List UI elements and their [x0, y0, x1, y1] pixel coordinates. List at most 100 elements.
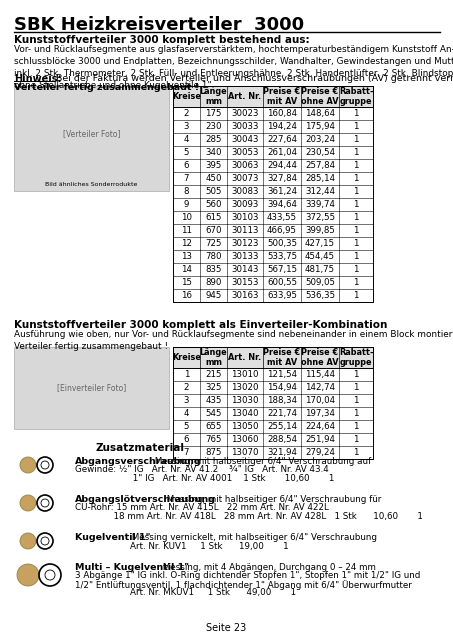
Text: 5: 5 — [184, 422, 189, 431]
Bar — [173, 86, 373, 107]
Text: Messing, mit halbseitiger 6/4" Verschraubung auf: Messing, mit halbseitiger 6/4" Verschrau… — [152, 457, 371, 466]
Text: 14: 14 — [181, 265, 192, 274]
Text: 427,15: 427,15 — [305, 239, 335, 248]
Text: 1: 1 — [353, 383, 359, 392]
Text: 2: 2 — [184, 383, 189, 392]
Bar — [173, 86, 373, 302]
Text: 12: 12 — [181, 239, 192, 248]
Text: Gewinde: ½" IG   Art. Nr. AV 41.2    ¾" IG   Art. Nr. AV 43.4: Gewinde: ½" IG Art. Nr. AV 41.2 ¾" IG Ar… — [75, 465, 329, 474]
Text: 339,74: 339,74 — [305, 200, 335, 209]
Text: 15: 15 — [181, 278, 192, 287]
Text: Vor- und Rücklaufsegmente aus glasfaserverstärktem, hochtemperaturbeständigem Ku: Vor- und Rücklaufsegmente aus glasfaserv… — [14, 45, 453, 90]
Text: Kugelventil 1": Kugelventil 1" — [75, 533, 150, 542]
Text: 30143: 30143 — [231, 265, 259, 274]
Text: Länge
mm: Länge mm — [200, 348, 227, 367]
Text: 1/2" Entlüftungsventil, 1 flachdichtender 1" Abgang mit 6/4" Überwurfmutter: 1/2" Entlüftungsventil, 1 flachdichtende… — [75, 580, 412, 590]
Text: 560: 560 — [205, 200, 222, 209]
Text: 1: 1 — [353, 212, 359, 222]
Text: 600,55: 600,55 — [267, 278, 297, 287]
Text: Art. Nr.: Art. Nr. — [228, 92, 261, 101]
Text: 1: 1 — [353, 109, 359, 118]
Text: CU-Rohr: 15 mm Art. Nr. AV 415L   22 mm Art. Nr. AV 422L: CU-Rohr: 15 mm Art. Nr. AV 415L 22 mm Ar… — [75, 504, 329, 513]
Text: 1: 1 — [353, 435, 359, 444]
Text: 1: 1 — [353, 174, 359, 183]
Text: 399,85: 399,85 — [305, 226, 335, 235]
Text: Länge
mm: Länge mm — [200, 86, 227, 106]
Text: 230: 230 — [205, 122, 222, 131]
Text: 1: 1 — [353, 396, 359, 405]
Text: Rabatt-
gruppe: Rabatt- gruppe — [339, 348, 373, 367]
Text: 1: 1 — [353, 278, 359, 287]
Text: 835: 835 — [205, 265, 222, 274]
Text: 224,64: 224,64 — [305, 422, 335, 431]
Text: 312,44: 312,44 — [305, 187, 335, 196]
Text: 454,45: 454,45 — [305, 252, 335, 260]
Text: Abgangslötverschraubung: Abgangslötverschraubung — [75, 495, 216, 504]
Text: 1: 1 — [353, 161, 359, 170]
Text: 261,04: 261,04 — [267, 148, 297, 157]
Text: 13030: 13030 — [231, 396, 259, 405]
Text: 175,94: 175,94 — [305, 122, 335, 131]
Text: 1: 1 — [353, 291, 359, 300]
Text: SBK Heizkreisverteiler  3000: SBK Heizkreisverteiler 3000 — [14, 16, 304, 34]
Text: Kreise: Kreise — [172, 353, 201, 362]
Text: 215: 215 — [205, 370, 222, 379]
Text: 30083: 30083 — [231, 187, 259, 196]
Text: 325: 325 — [205, 383, 222, 392]
Text: 30103: 30103 — [231, 212, 259, 222]
Text: 170,04: 170,04 — [305, 396, 335, 405]
Text: 13010: 13010 — [231, 370, 259, 379]
Text: 4: 4 — [184, 409, 189, 418]
Text: 30093: 30093 — [231, 200, 259, 209]
Text: 8: 8 — [184, 187, 189, 196]
Text: Messing, mit 4 Abgängen, Durchgang 0 – 24 mm: Messing, mit 4 Abgängen, Durchgang 0 – 2… — [160, 563, 376, 572]
Bar — [14, 86, 169, 191]
Text: 288,54: 288,54 — [267, 435, 297, 444]
Text: Multi – Kugelventil 1": Multi – Kugelventil 1" — [75, 563, 189, 572]
Text: 257,84: 257,84 — [305, 161, 335, 170]
Circle shape — [20, 495, 36, 511]
Text: 230,54: 230,54 — [305, 148, 335, 157]
Text: 1: 1 — [353, 187, 359, 196]
Text: 16: 16 — [181, 291, 192, 300]
Circle shape — [20, 533, 36, 549]
Text: 509,05: 509,05 — [305, 278, 335, 287]
Bar — [14, 347, 169, 429]
Text: 1: 1 — [353, 122, 359, 131]
Text: 3: 3 — [184, 396, 189, 405]
Text: 6: 6 — [184, 435, 189, 444]
Text: 633,95: 633,95 — [267, 291, 297, 300]
Text: 10: 10 — [181, 212, 192, 222]
Text: 188,34: 188,34 — [267, 396, 297, 405]
Text: 18 mm Art. Nr. AV 418L   28 mm Art. Nr. AV 428L   1 Stk      10,60       1: 18 mm Art. Nr. AV 418L 28 mm Art. Nr. AV… — [75, 512, 423, 521]
Text: 148,64: 148,64 — [305, 109, 335, 118]
Text: 30123: 30123 — [231, 239, 259, 248]
Text: 251,94: 251,94 — [305, 435, 335, 444]
Text: Hinweis:: Hinweis: — [14, 74, 62, 84]
Text: 6: 6 — [184, 161, 189, 170]
Text: 505: 505 — [205, 187, 222, 196]
Text: 780: 780 — [205, 252, 222, 260]
Text: 227,64: 227,64 — [267, 135, 297, 144]
Text: 30153: 30153 — [231, 278, 259, 287]
Text: 4: 4 — [184, 135, 189, 144]
Text: 1: 1 — [353, 135, 359, 144]
Text: 30043: 30043 — [231, 135, 259, 144]
Text: 221,74: 221,74 — [267, 409, 297, 418]
Text: 160,84: 160,84 — [267, 109, 297, 118]
Text: 30023: 30023 — [231, 109, 259, 118]
Text: Art. Nr. KUV1     1 Stk      19,00       1: Art. Nr. KUV1 1 Stk 19,00 1 — [75, 541, 289, 550]
Text: Kreise: Kreise — [172, 92, 201, 101]
Text: 30073: 30073 — [231, 174, 259, 183]
Text: 1: 1 — [353, 226, 359, 235]
Text: 433,55: 433,55 — [267, 212, 297, 222]
Text: 321,94: 321,94 — [267, 448, 297, 457]
Text: 13: 13 — [181, 252, 192, 260]
Text: 294,44: 294,44 — [267, 161, 297, 170]
Text: 5: 5 — [184, 148, 189, 157]
Text: 197,34: 197,34 — [305, 409, 335, 418]
Text: Bei der Faktura werden Verteiler und Anschlussverschraubungen (AV) getrennt verr: Bei der Faktura werden Verteiler und Ans… — [53, 74, 453, 83]
Text: 890: 890 — [205, 278, 222, 287]
Text: 545: 545 — [205, 409, 222, 418]
Text: 1: 1 — [353, 252, 359, 260]
